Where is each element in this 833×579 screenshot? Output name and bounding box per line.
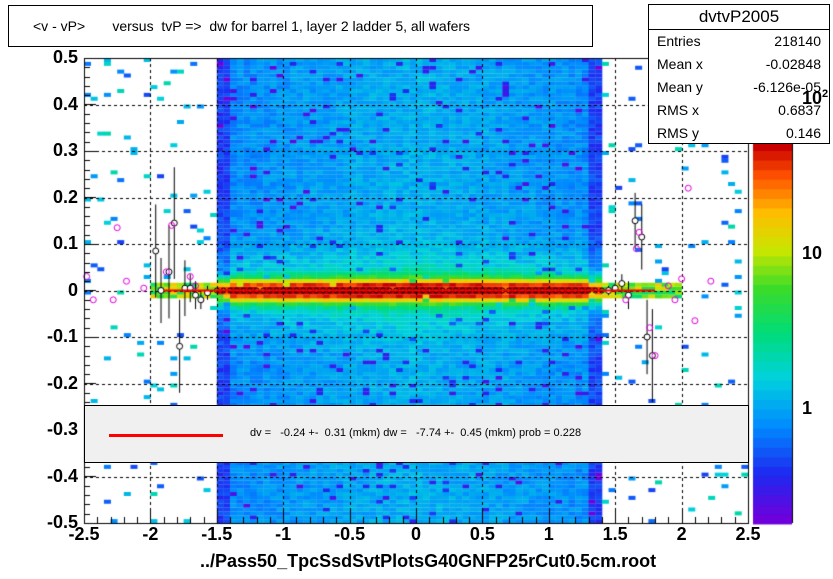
y-tick-label: 0.2 [52,186,78,207]
x-tick-label: 2.5 [735,524,761,544]
stats-row-entries: Entries 218140 [649,30,829,53]
stats-label: RMS x [657,102,699,118]
stats-row-mean-y: Mean y -6.126e-05 [649,76,829,99]
stats-row-mean-x: Mean x -0.02848 [649,53,829,76]
y-tick-label: -0.5 [46,512,78,532]
x-tick-label: 0 [410,524,421,544]
y-tick-label: -0.4 [46,465,78,486]
stats-name: dvtvP2005 [649,5,829,30]
y-tick-label: 0.3 [52,140,78,160]
stats-label: Mean y [657,79,703,95]
x-tick-label: 1 [543,524,554,544]
x-tick-label: -0.5 [334,524,366,544]
stats-row-rms-y: RMS y 0.146 [649,122,829,145]
x-tick-label: -1 [275,524,292,544]
stats-value: 0.6837 [778,102,821,118]
stats-label: RMS y [657,125,699,141]
y-tick-label: 0 [67,279,78,300]
x-tick-label: -1.5 [201,524,233,544]
y-tick-label: -0.3 [46,419,78,439]
z-tick-label: 1 [802,398,813,418]
x-tick-label: 1.5 [602,524,628,544]
z-tick-label: 10 [802,243,823,263]
x-tick-label: -2.5 [68,524,100,544]
stats-value: -6.126e-05 [753,79,821,95]
y-tick-label: 0.4 [52,93,78,114]
x-tick-label: 0.5 [469,524,495,544]
fit-legend: dv = -0.24 +- 0.31 (mkm) dw = -7.74 +- 0… [84,405,749,463]
x-tick-label: 2 [676,524,687,544]
stats-label: Entries [657,33,701,49]
fit-legend-text: dv = -0.24 +- 0.31 (mkm) dw = -7.74 +- 0… [250,427,582,439]
x-tick-label: -2 [142,524,159,544]
stats-label: Mean x [657,56,703,72]
stats-box: dvtvP2005 Entries 218140 Mean x -0.02848… [648,4,830,144]
stats-value: 218140 [774,33,821,49]
y-tick-label: -0.1 [46,326,78,346]
chart-title: <v - vP> versus tvP => dw for barrel 1, … [8,5,593,47]
y-tick-label: 0.5 [52,47,78,67]
y-tick-label: -0.2 [46,372,78,393]
stats-row-rms-x: RMS x 0.6837 [649,99,829,122]
file-name-label: ../Pass50_TpcSsdSvtPlotsG40GNFP25rCut0.5… [200,551,657,571]
stats-value: -0.02848 [765,56,821,72]
y-tick-label: 0.1 [52,233,78,253]
stats-value: 0.146 [785,125,821,141]
z-tick-label: 102 [802,88,829,108]
fit-legend-line [109,434,223,437]
